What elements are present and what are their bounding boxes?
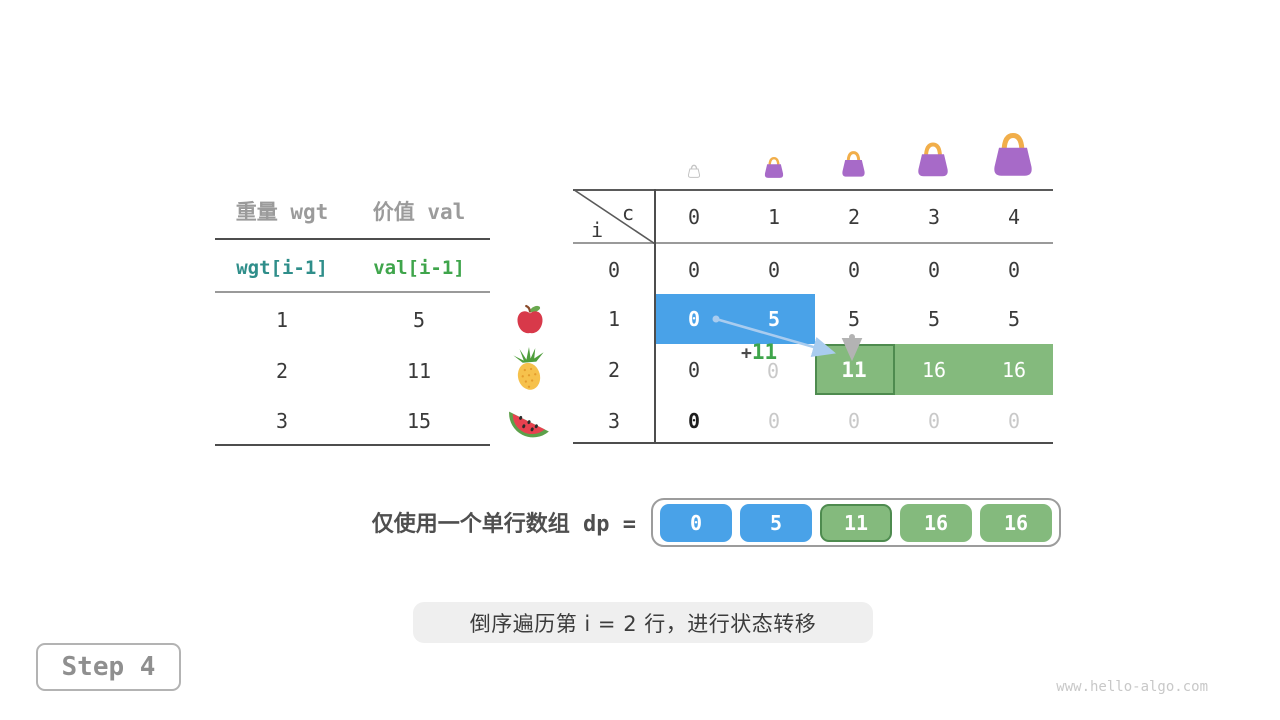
highlight-blue-row1 <box>655 294 815 344</box>
dp-table-line-top <box>573 189 1053 191</box>
item-val: 15 <box>406 409 432 433</box>
bag-icon-4 <box>994 132 1032 176</box>
bag-icon-empty <box>687 164 701 178</box>
annotation-plus: + <box>741 343 752 364</box>
items-table-line-mid <box>215 291 490 293</box>
items-header-weight: 重量 wgt <box>235 200 329 224</box>
dp-cell-r0c0: 0 <box>687 258 701 282</box>
item-val: 5 <box>412 308 426 332</box>
dp-col-header: 3 <box>927 205 941 229</box>
items-subheader-val: val[i-1] <box>373 257 465 279</box>
item-wgt: 1 <box>275 308 289 332</box>
dp-corner-c: c <box>621 201 635 225</box>
arrow-start-dot-gray <box>849 334 855 340</box>
dp-cell-r2c4: 16 <box>1001 358 1027 382</box>
dp-table-line-bottom <box>573 442 1053 444</box>
dp-cell-r0c1: 0 <box>767 258 781 282</box>
item-wgt: 3 <box>275 409 289 433</box>
bag-icon-2 <box>842 151 865 177</box>
dp-array-container: 0 5 11 16 16 <box>651 498 1061 547</box>
step-badge: Step 4 <box>36 643 181 691</box>
transfer-annotation: +11 <box>741 340 777 364</box>
dp-array-label: 仅使用一个单行数组 dp = <box>371 512 636 537</box>
dp-cell-r1c4: 5 <box>1007 307 1021 331</box>
dp-cell-r1c1: 5 <box>767 307 781 331</box>
item-wgt: 2 <box>275 359 289 383</box>
dp-cell-r3c1: 0 <box>767 409 781 433</box>
items-subheader-wgt: wgt[i-1] <box>236 257 328 279</box>
dp-array-cell-0: 0 <box>660 503 732 542</box>
dp-row-header: 0 <box>607 258 621 282</box>
dp-table-diagonal <box>573 189 655 244</box>
bag-icon-3 <box>918 142 948 177</box>
dp-array-cell-4: 16 <box>980 503 1052 542</box>
dp-cell-r1c2: 5 <box>847 307 861 331</box>
dp-cell-r3c2: 0 <box>847 409 861 433</box>
dp-cell-r2c0: 0 <box>687 358 701 382</box>
dp-cell-r1c3: 5 <box>927 307 941 331</box>
dp-array-cell-1: 5 <box>740 503 812 542</box>
items-table-line-top <box>215 238 490 240</box>
caption-box: 倒序遍历第 i = 2 行，进行状态转移 <box>413 602 873 643</box>
dp-col-header: 4 <box>1007 205 1021 229</box>
dp-cell-r3c4: 0 <box>1007 409 1021 433</box>
dp-corner-i: i <box>590 218 604 242</box>
items-table-line-bottom <box>215 444 490 446</box>
dp-col-header: 2 <box>847 205 861 229</box>
dp-cell-r2c3: 16 <box>921 358 947 382</box>
dp-row-header: 2 <box>607 358 621 382</box>
dp-cell-r2c1: 0 <box>766 359 780 383</box>
dp-table-line-header <box>573 242 1053 244</box>
dp-cell-r0c2: 0 <box>847 258 861 282</box>
dp-row-header: 3 <box>607 409 621 433</box>
items-header-value: 价值 val <box>372 200 466 224</box>
item-val: 11 <box>406 359 432 383</box>
dp-cell-r3c3: 0 <box>927 409 941 433</box>
step-label: Step 4 <box>61 652 156 682</box>
dp-table-line-vertical <box>654 189 656 444</box>
dp-array-cell-2: 11 <box>820 503 892 542</box>
dp-cell-r3c0: 0 <box>687 409 701 433</box>
watermelon-icon <box>509 411 549 438</box>
bag-icon-1 <box>764 156 784 178</box>
dp-array-cell-3: 16 <box>900 503 972 542</box>
dp-cell-r0c4: 0 <box>1007 258 1021 282</box>
pineapple-icon <box>513 347 544 390</box>
dp-row-header: 1 <box>607 307 621 331</box>
dp-col-header: 0 <box>687 205 701 229</box>
apple-icon <box>517 304 543 334</box>
dp-cell-r1c0: 0 <box>687 307 701 331</box>
dp-cell-r2c2: 11 <box>841 358 867 382</box>
caption-text: 倒序遍历第 i = 2 行，进行状态转移 <box>469 611 817 636</box>
dp-col-header: 1 <box>767 205 781 229</box>
dp-cell-r0c3: 0 <box>927 258 941 282</box>
annotation-value: 11 <box>751 340 778 364</box>
watermark: www.hello-algo.com <box>1056 679 1208 695</box>
